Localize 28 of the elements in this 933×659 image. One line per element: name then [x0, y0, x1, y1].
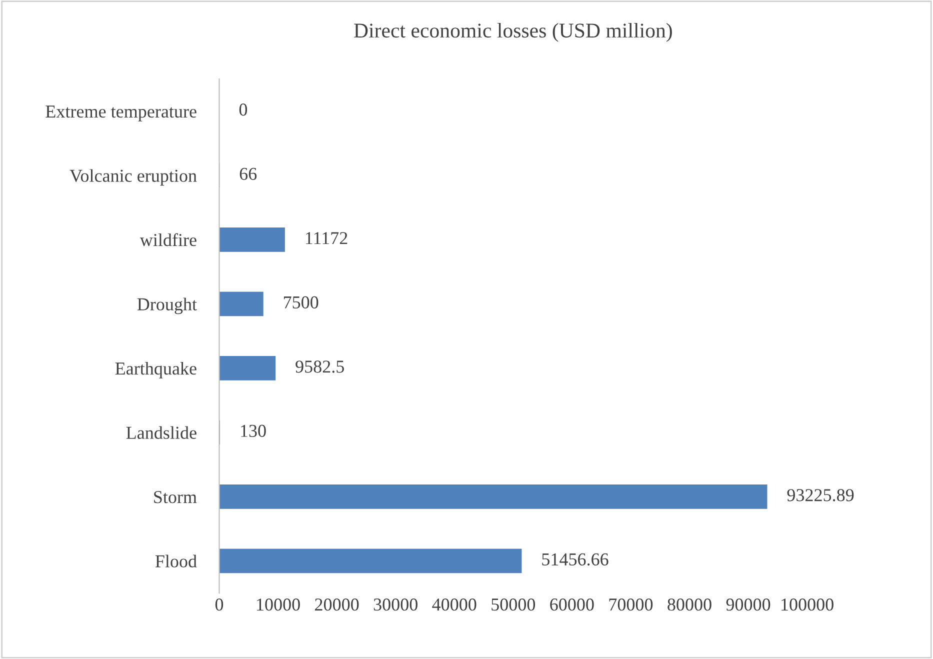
x-tick-label: 100000	[782, 598, 834, 611]
x-tick-label: 10000	[257, 598, 300, 611]
data-label: 9582.5	[296, 360, 344, 373]
data-label: 93225.89	[787, 489, 854, 502]
data-label: 11172	[306, 232, 348, 244]
data-label: 66	[240, 168, 257, 180]
y-tick-label: Storm	[154, 491, 197, 504]
x-tick-label: 0	[215, 598, 224, 611]
data-label: 51456.66	[542, 553, 608, 566]
y-tick-label: Extreme temperature	[46, 106, 196, 122]
y-tick-label: Volcanic eruption	[70, 169, 197, 186]
y-tick-label: Earthquake	[115, 362, 196, 378]
chart-title: Direct economic losses (USD million)	[354, 22, 672, 42]
x-tick-label: 40000	[432, 598, 476, 611]
data-label: 7500	[284, 296, 318, 308]
x-tick-label: 60000	[550, 598, 594, 611]
x-tick-label: 30000	[374, 598, 418, 611]
y-tick-label: Flood	[155, 554, 197, 568]
x-tick-label: 80000	[668, 598, 712, 611]
data-label: 0	[239, 104, 248, 116]
x-tick-label: 20000	[315, 598, 359, 611]
data-label: 130	[241, 424, 266, 437]
x-tick-label: 50000	[492, 598, 536, 611]
y-tick-label: wildfire	[140, 233, 196, 246]
x-tick-label: 90000	[726, 598, 770, 611]
y-tick-label: Drought	[137, 298, 197, 314]
x-tick-label: 70000	[609, 598, 653, 611]
y-tick-label: Landslide	[126, 426, 196, 439]
